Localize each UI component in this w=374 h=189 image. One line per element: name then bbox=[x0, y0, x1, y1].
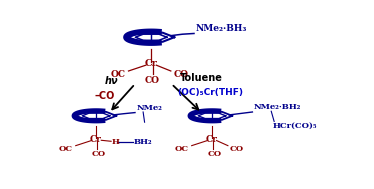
Text: OC: OC bbox=[110, 70, 125, 79]
Text: NMe₂: NMe₂ bbox=[136, 104, 162, 112]
Text: CO: CO bbox=[92, 150, 106, 158]
Text: OC: OC bbox=[58, 145, 73, 153]
Text: Cr: Cr bbox=[145, 59, 157, 68]
Text: –CO: –CO bbox=[95, 91, 115, 101]
Text: CO: CO bbox=[174, 70, 189, 79]
Text: Cr: Cr bbox=[90, 135, 102, 144]
Text: NMe₂·BH₂: NMe₂·BH₂ bbox=[254, 103, 301, 111]
Text: NMe₂·BH₃: NMe₂·BH₃ bbox=[196, 24, 247, 33]
Text: CO: CO bbox=[230, 145, 244, 153]
Text: H: H bbox=[112, 138, 120, 146]
Text: BH₂: BH₂ bbox=[134, 138, 152, 146]
Text: CO: CO bbox=[208, 150, 222, 158]
Text: HCr(CO)₅: HCr(CO)₅ bbox=[273, 122, 317, 130]
Text: Toluene: Toluene bbox=[180, 73, 223, 83]
Text: (OC)₅Cr(THF): (OC)₅Cr(THF) bbox=[177, 88, 243, 97]
Text: hν: hν bbox=[105, 76, 119, 86]
Text: Cr: Cr bbox=[206, 135, 218, 144]
Text: CO: CO bbox=[145, 76, 160, 85]
Text: OC: OC bbox=[174, 145, 188, 153]
